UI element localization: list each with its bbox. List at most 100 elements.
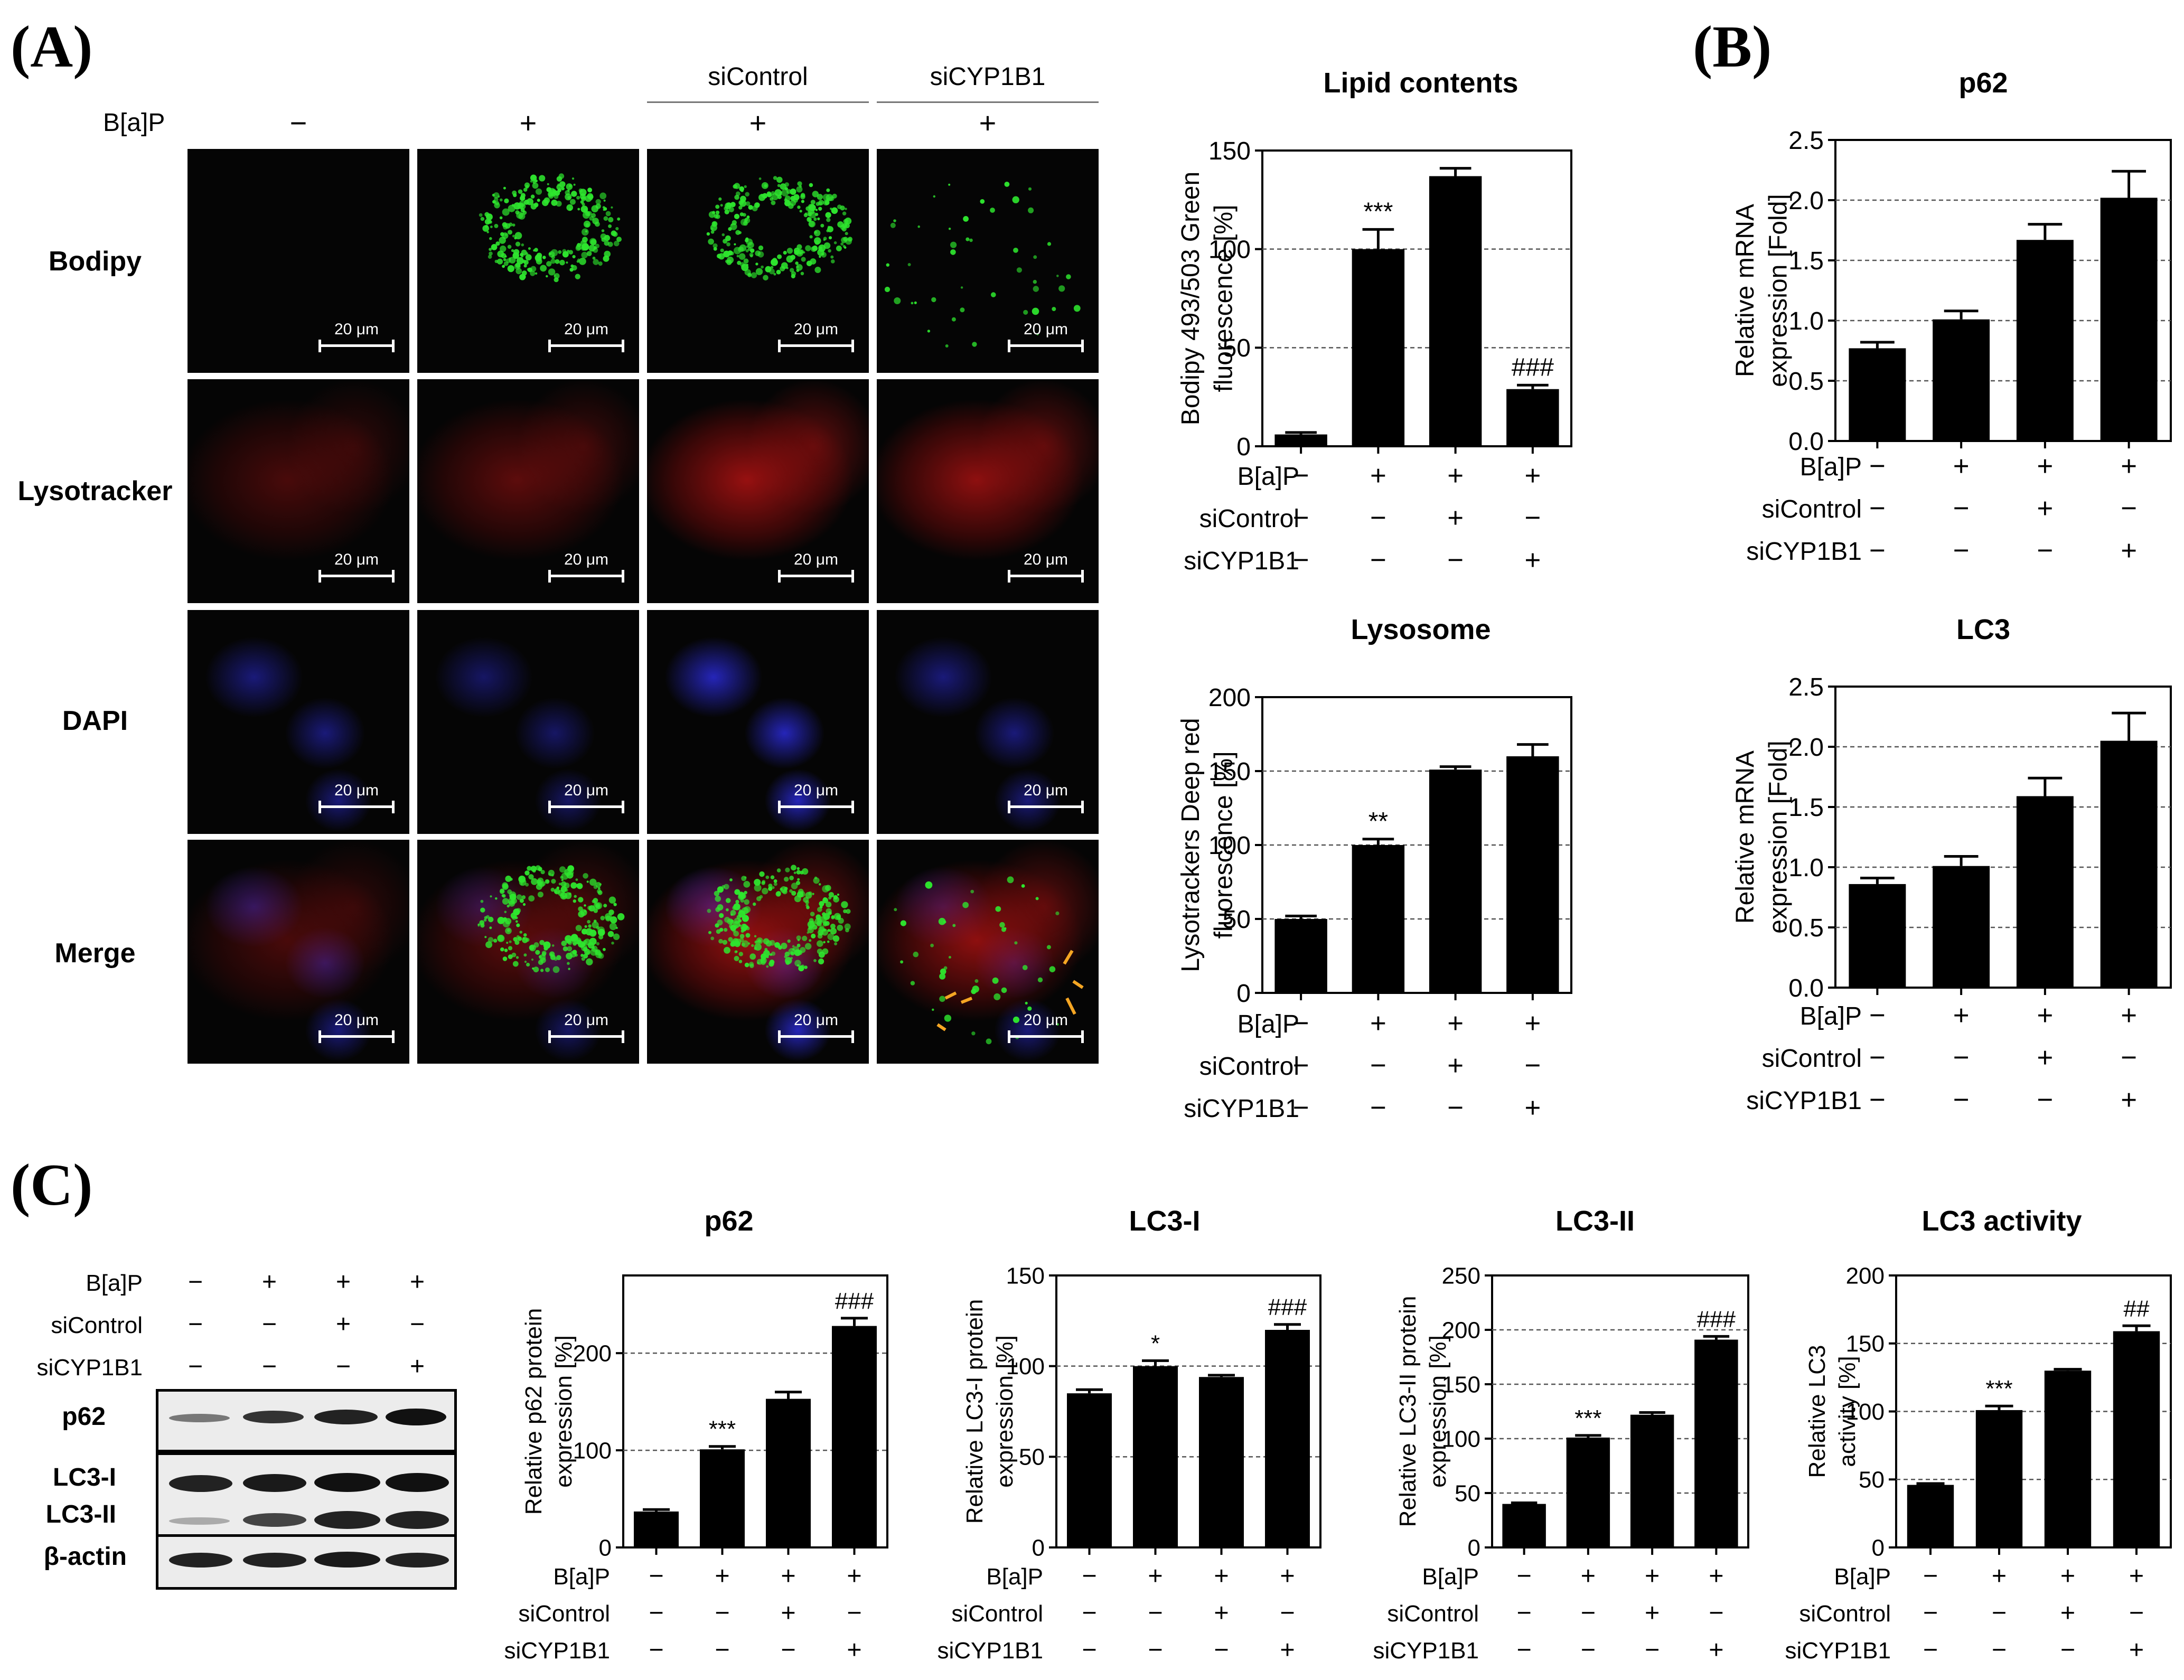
lipid-droplet [948, 228, 951, 230]
blot-band [386, 1553, 449, 1568]
bodipy-droplets [479, 173, 622, 283]
panel-label-c: (C) [11, 1152, 93, 1218]
lipid-droplet [551, 879, 556, 884]
lipid-droplet [609, 923, 617, 931]
lipid-droplet [504, 198, 509, 203]
lipid-droplet [575, 245, 581, 251]
lipid-droplet [734, 955, 739, 961]
lipid-droplet [582, 228, 589, 236]
lipid-droplet [575, 274, 580, 279]
lipid-droplet [771, 951, 776, 956]
lipid-droplet [738, 960, 743, 963]
lipid-droplet [601, 229, 605, 232]
lipid-droplet [745, 201, 751, 206]
lipid-droplet [972, 342, 977, 347]
micrograph-merge-2: 20 μm [417, 840, 639, 1064]
lipid-droplet [744, 185, 747, 189]
scale-bar [1008, 340, 1084, 352]
lipid-droplet [765, 940, 772, 947]
lipid-droplet [770, 197, 774, 201]
lipid-droplet [842, 211, 847, 215]
condition-sign: + [2060, 1599, 2075, 1627]
lipid-droplet [523, 187, 528, 192]
lipid-droplet [995, 906, 1001, 912]
condition-sign: − [1370, 1092, 1386, 1123]
lipid-droplet [503, 261, 509, 266]
bar [1265, 1330, 1310, 1547]
blot-strip-actin [156, 1534, 457, 1590]
lipid-droplet [571, 177, 575, 180]
lipid-droplet [813, 877, 820, 884]
lipid-droplet [770, 266, 774, 269]
micrograph-bodipy-3: 20 μm [647, 149, 869, 373]
y-tick-label: 200 [1846, 1263, 1885, 1289]
lipid-droplet [559, 181, 566, 187]
lipid-droplet [531, 958, 534, 961]
blot-band [386, 1511, 449, 1529]
lipid-droplet [758, 245, 764, 251]
micrograph-lysotracker-2: 20 μm [417, 379, 639, 603]
lipid-droplet [569, 208, 572, 211]
lipid-droplet [519, 203, 526, 210]
y-tick-label: 0 [1032, 1535, 1045, 1561]
lipid-droplet [501, 253, 507, 259]
lipid-droplet [843, 219, 849, 224]
lipid-droplet [1066, 274, 1071, 279]
lipid-droplet [614, 240, 620, 247]
lipid-droplet [708, 931, 711, 934]
y-axis-label: fluorescence [%] [1210, 752, 1238, 939]
lipid-droplet [792, 945, 795, 948]
y-tick-label: 1.5 [1788, 794, 1824, 822]
lipid-droplet [800, 194, 805, 200]
blot-strip-p62 [156, 1389, 457, 1452]
lipid-droplet [729, 878, 733, 881]
lipid-droplet [599, 192, 607, 200]
lipid-droplet [817, 907, 822, 912]
bar [832, 1326, 877, 1547]
lipid-droplet [1014, 941, 1018, 945]
lipid-droplet [827, 928, 831, 932]
lipid-droplet [784, 951, 790, 957]
lipid-droplet [730, 202, 736, 208]
bar [766, 1399, 811, 1547]
lipid-droplet [540, 870, 545, 875]
lipid-droplet [540, 969, 544, 972]
micrograph-dapi-1: 20 μm [188, 610, 409, 834]
lipid-droplet [827, 226, 830, 229]
lipid-droplet [791, 890, 796, 896]
lipid-droplet [556, 955, 561, 960]
lipid-droplet [886, 263, 889, 267]
lipid-droplet [589, 238, 597, 245]
lipid-droplet [608, 896, 616, 904]
lipid-droplet [734, 917, 740, 924]
condition-sign: + [847, 1636, 861, 1664]
lipid-droplet [568, 892, 571, 895]
lipid-droplet [508, 900, 515, 907]
condition-sign: − [1516, 1562, 1531, 1590]
plot-frame [1834, 139, 2172, 442]
significance-label: *** [1574, 1405, 1601, 1431]
y-tick-label: 2.5 [1788, 127, 1824, 155]
lipid-droplet [479, 213, 483, 217]
y-tick-label: 200 [573, 1341, 612, 1367]
lipid-droplet [743, 881, 751, 888]
lipid-droplet [817, 940, 823, 947]
y-axis-label: Relative p62 protein [521, 1308, 547, 1515]
lipid-droplet [1049, 966, 1056, 972]
lipid-droplet [797, 205, 801, 209]
lipid-droplet [823, 239, 826, 241]
bar [1849, 348, 1906, 441]
lipid-droplet [724, 884, 729, 890]
lipid-droplet [837, 893, 839, 896]
lipid-droplet [568, 968, 570, 970]
condition-label: B[a]P [1800, 453, 1862, 481]
lipid-droplet [586, 958, 593, 965]
condition-sign: − [2121, 1042, 2137, 1073]
lipid-droplet [948, 183, 951, 186]
lipid-droplet [1001, 987, 1007, 993]
lipid-droplet [502, 208, 510, 216]
condition-sign: + [1992, 1562, 2007, 1590]
lipid-droplet [780, 266, 785, 271]
lipid-droplet [508, 946, 513, 951]
lipid-droplet [567, 962, 570, 965]
